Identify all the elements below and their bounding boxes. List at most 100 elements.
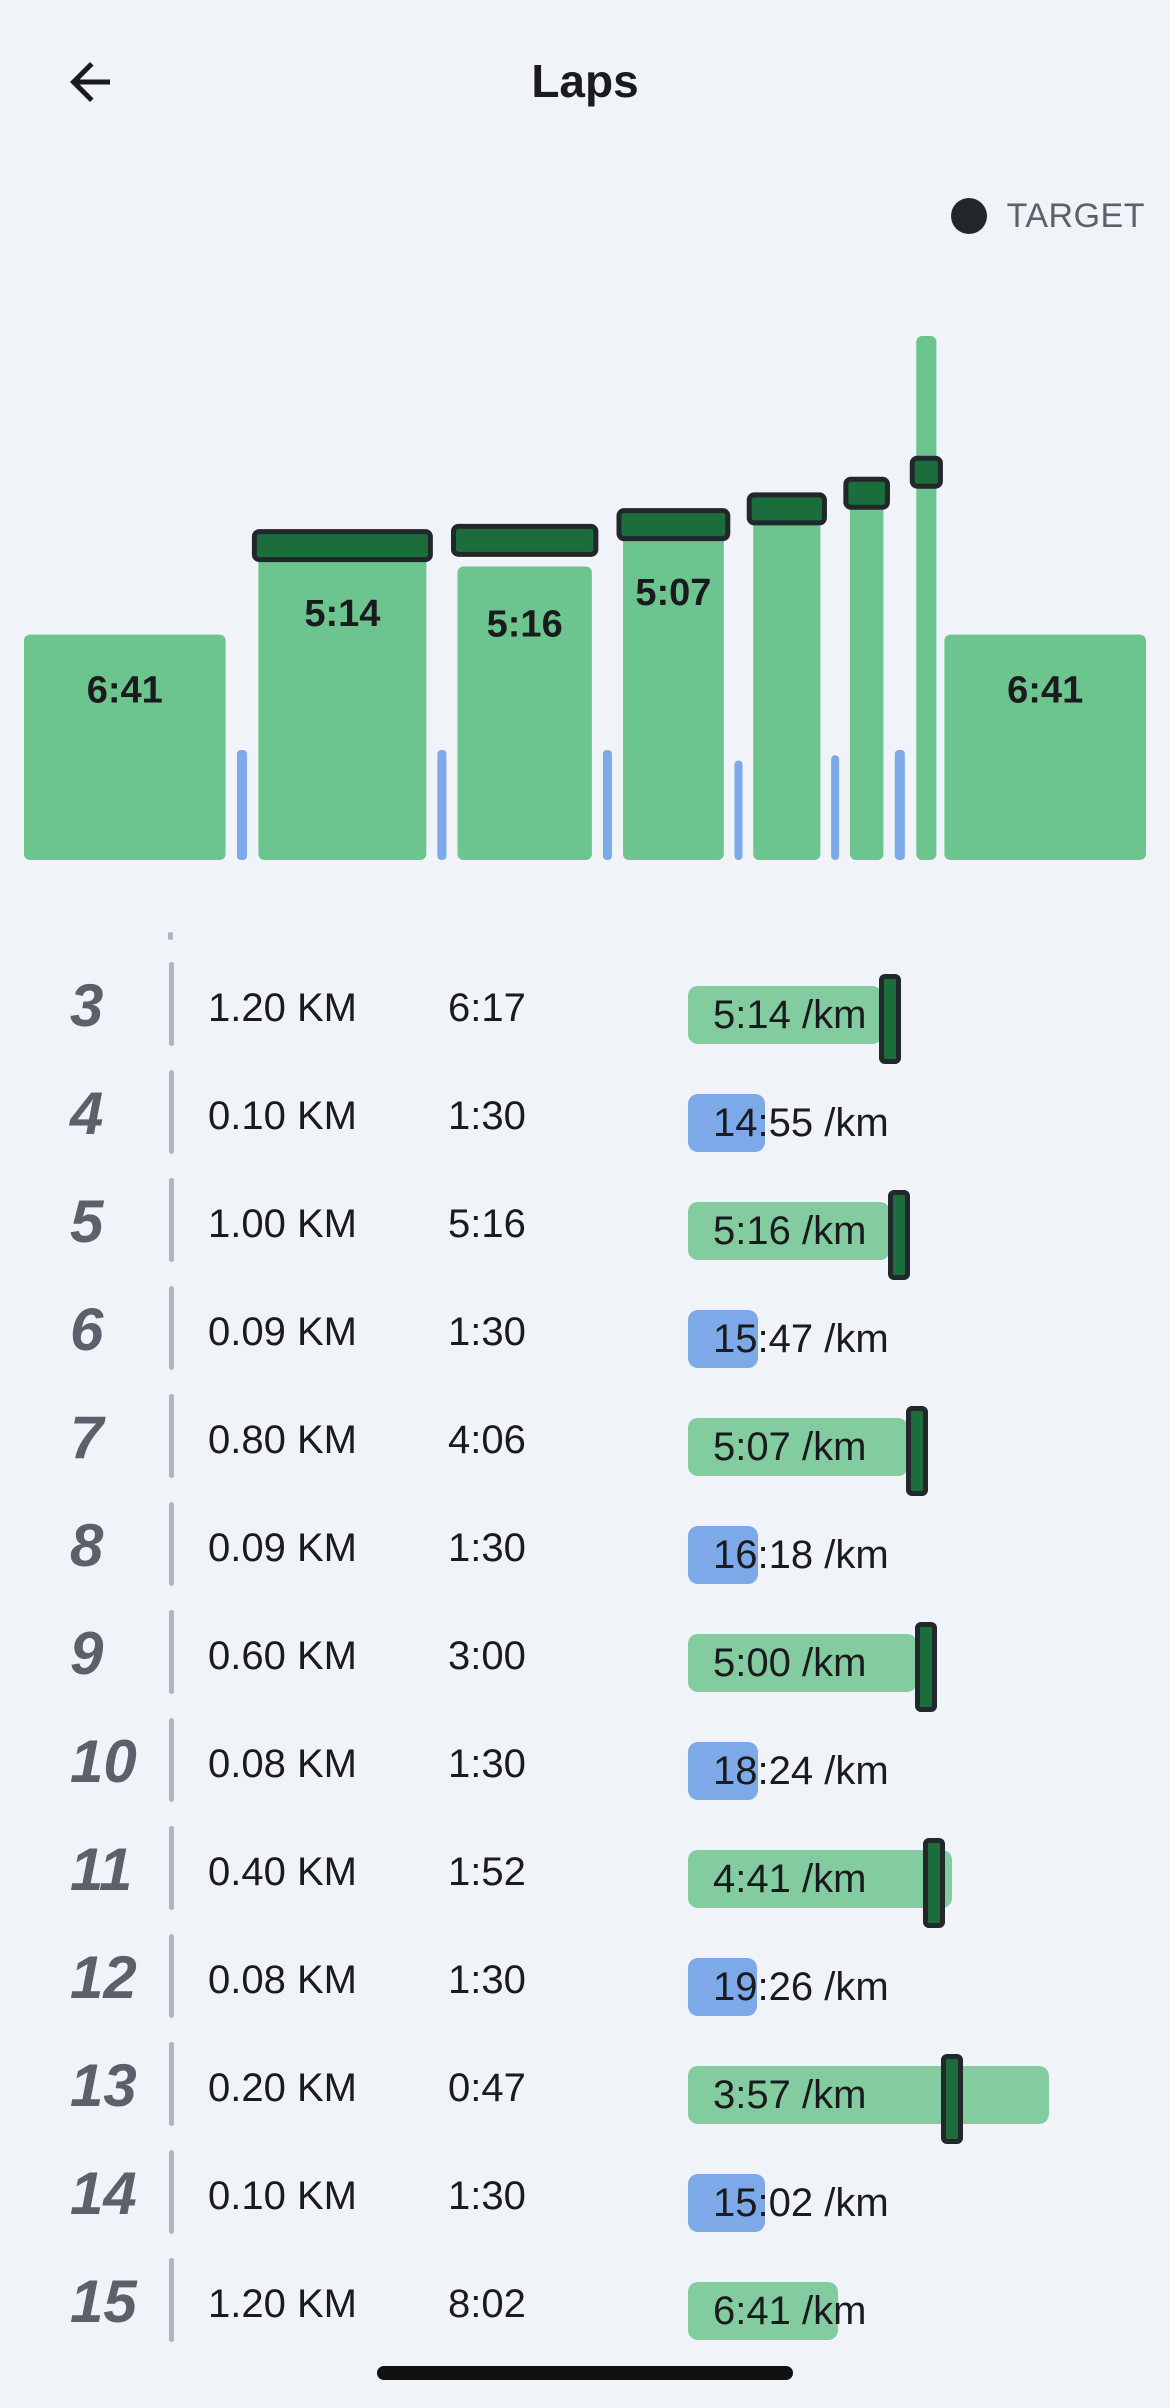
lap-number: 10 xyxy=(70,1728,137,1795)
run-pace-bar xyxy=(688,1202,890,1260)
lap-row[interactable]: 9 0.60 KM 3:00 5:00 /km xyxy=(0,1600,1170,1712)
target-marker xyxy=(616,508,731,542)
lap-pace: 15:02 /km xyxy=(713,2181,889,2225)
bar-label: 5:07 xyxy=(635,572,711,614)
lap-time: 8:02 xyxy=(448,2282,526,2326)
bar-label: 6:41 xyxy=(87,670,163,712)
target-legend-dot xyxy=(950,198,987,234)
lap-time: 1:30 xyxy=(448,1310,526,1354)
bar-label: 6:41 xyxy=(1007,670,1083,712)
target-marker xyxy=(746,492,827,526)
lap-pace: 18:24 /km xyxy=(713,1749,889,1793)
lap-pace: 5:16 /km xyxy=(713,1209,867,1253)
lap-time: 1:30 xyxy=(448,1094,526,1138)
lap-divider xyxy=(169,1286,174,1370)
lap-number: 4 xyxy=(70,1080,104,1147)
lap-row[interactable]: 5 1.00 KM 5:16 5:16 /km xyxy=(0,1168,1170,1280)
lap-pace: 5:07 /km xyxy=(713,1425,867,1469)
lap-number: 7 xyxy=(70,1404,104,1471)
lap-distance: 1.20 KM xyxy=(208,986,357,1030)
lap-time: 1:30 xyxy=(448,1742,526,1786)
lap-distance: 0.09 KM xyxy=(208,1526,357,1570)
lap-distance: 0.08 KM xyxy=(208,1958,357,2002)
lap-divider xyxy=(169,2150,174,2234)
lap-time: 1:30 xyxy=(448,1958,526,2002)
run-bar[interactable] xyxy=(457,566,592,860)
rest-pace-bar xyxy=(688,1526,758,1584)
target-pace-marker xyxy=(915,1622,937,1712)
run-pace-bar xyxy=(688,2282,838,2340)
target-marker xyxy=(450,523,599,557)
lap-row[interactable]: 11 0.40 KM 1:52 4:41 /km xyxy=(0,1816,1170,1928)
lap-number: 5 xyxy=(70,1188,104,1255)
lap-divider xyxy=(169,1178,174,1262)
lap-distance: 0.08 KM xyxy=(208,1742,357,1786)
lap-pace: 4:41 /km xyxy=(713,1857,867,1901)
lap-pace: 19:26 /km xyxy=(713,1965,889,2009)
target-pace-marker xyxy=(906,1406,928,1496)
lap-row[interactable]: 4 0.10 KM 1:30 14:55 /km xyxy=(0,1060,1170,1168)
run-bar[interactable] xyxy=(622,535,724,860)
lap-distance: 0.20 KM xyxy=(208,2066,357,2110)
run-bar[interactable] xyxy=(849,482,884,860)
target-pace-marker xyxy=(879,974,901,1064)
lap-number: 8 xyxy=(70,1512,104,1579)
back-button[interactable] xyxy=(50,42,130,122)
lap-row[interactable]: 14 0.10 KM 1:30 15:02 /km xyxy=(0,2140,1170,2248)
target-marker xyxy=(909,455,943,489)
rest-pace-bar xyxy=(688,1742,758,1800)
lap-time: 4:06 xyxy=(448,1418,526,1462)
page-title: Laps xyxy=(531,55,639,107)
target-marker xyxy=(251,529,433,563)
lap-time: 6:17 xyxy=(448,986,526,1030)
run-bar[interactable] xyxy=(258,556,427,860)
rest-bar[interactable] xyxy=(437,749,447,860)
lap-row[interactable]: 3 1.20 KM 6:17 5:14 /km xyxy=(0,952,1170,1064)
target-pace-marker xyxy=(888,1190,910,1280)
lap-pace: 5:00 /km xyxy=(713,1641,867,1685)
lap-row[interactable]: 10 0.08 KM 1:30 18:24 /km xyxy=(0,1708,1170,1816)
lap-divider xyxy=(169,962,174,1046)
run-bar[interactable] xyxy=(944,634,1146,860)
lap-row[interactable]: 7 0.80 KM 4:06 5:07 /km xyxy=(0,1384,1170,1496)
run-bar[interactable] xyxy=(916,336,937,860)
target-pace-marker xyxy=(923,1838,945,1928)
lap-number: 6 xyxy=(70,1296,104,1363)
lap-time: 0:47 xyxy=(448,2066,526,2110)
lap-time: 1:52 xyxy=(448,1850,526,1894)
lap-pace: 6:41 /km xyxy=(713,2289,867,2333)
lap-pace: 15:47 /km xyxy=(713,1317,889,1361)
lap-pace: 14:55 /km xyxy=(713,1101,889,1145)
rest-bar[interactable] xyxy=(894,749,905,860)
lap-row[interactable]: 6 0.09 KM 1:30 15:47 /km xyxy=(0,1276,1170,1384)
rest-bar[interactable] xyxy=(602,749,612,860)
lap-number: 12 xyxy=(70,1944,137,2011)
rest-bar[interactable] xyxy=(236,749,248,860)
lap-number: 14 xyxy=(70,2160,137,2227)
run-bar[interactable] xyxy=(24,634,226,860)
lap-number: 9 xyxy=(70,1620,104,1687)
run-bar[interactable] xyxy=(753,519,821,860)
bar-label: 5:14 xyxy=(304,593,380,635)
rest-pace-bar xyxy=(688,1310,758,1368)
lap-divider xyxy=(169,1610,174,1694)
lap-row[interactable]: 15 1.20 KM 8:02 6:41 /km xyxy=(0,2248,1170,2356)
lap-divider xyxy=(169,1502,174,1586)
rest-pace-bar xyxy=(688,1958,757,2016)
lap-time: 5:16 xyxy=(448,1202,526,1246)
lap-row[interactable]: 12 0.08 KM 1:30 19:26 /km xyxy=(0,1924,1170,2032)
arrow-left-icon xyxy=(70,62,110,102)
rest-bar[interactable] xyxy=(831,755,840,860)
target-marker xyxy=(843,476,890,510)
lap-distance: 0.40 KM xyxy=(208,1850,357,1894)
lap-row[interactable]: 13 0.20 KM 0:47 3:57 /km xyxy=(0,2032,1170,2144)
rest-pace-bar xyxy=(688,2174,765,2232)
rest-bar[interactable] xyxy=(734,760,743,860)
lap-number: 11 xyxy=(70,1836,133,1903)
lap-row[interactable]: 8 0.09 KM 1:30 16:18 /km xyxy=(0,1492,1170,1600)
home-indicator[interactable] xyxy=(377,2366,793,2380)
lap-divider xyxy=(169,1070,174,1154)
target-pace-marker xyxy=(941,2054,963,2144)
list-divider-start xyxy=(168,932,173,940)
lap-time: 1:30 xyxy=(448,2174,526,2218)
